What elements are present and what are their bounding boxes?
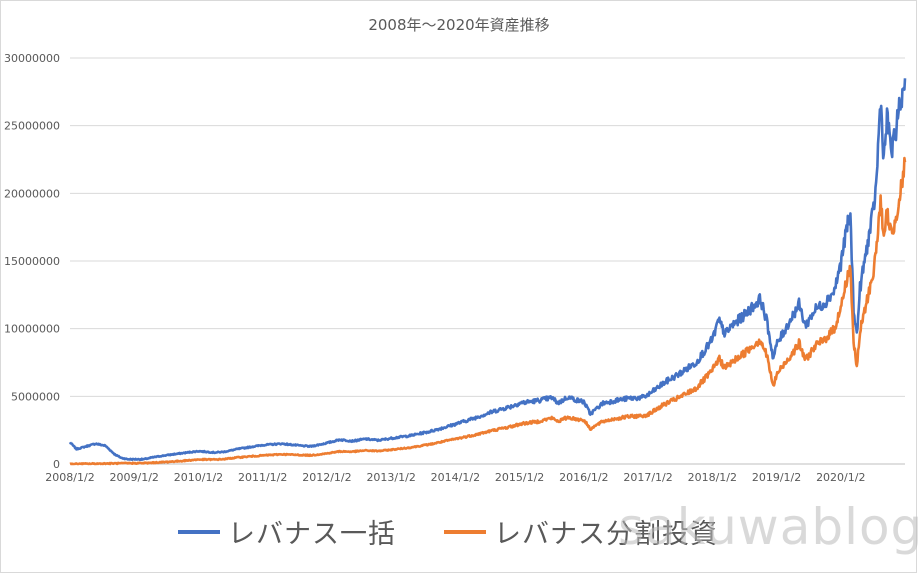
series-line-1: [68, 78, 907, 462]
y-tick-label: 0: [53, 458, 60, 471]
series-line-2: [69, 156, 907, 466]
x-tick-label: 2018/1/2: [688, 471, 737, 484]
y-tick-label: 15000000: [4, 255, 60, 268]
x-tick-label: 2013/1/2: [366, 471, 415, 484]
x-tick-label: 2020/1/2: [816, 471, 865, 484]
x-tick-label: 2008/1/2: [45, 471, 94, 484]
x-tick-label: 2017/1/2: [623, 471, 672, 484]
legend-swatch-series-1: [178, 529, 220, 534]
y-axis-tick-labels: 0 5000000 10000000 15000000 20000000 25000000…: [4, 52, 60, 471]
legend-item-series-2: レバナス分割投資: [444, 512, 718, 551]
x-tick-label: 2015/1/2: [495, 471, 544, 484]
watermark-text: sakuwablog: [618, 498, 918, 556]
chart-title: 2008年～2020年資産推移: [368, 16, 550, 34]
series-lines: [68, 78, 907, 466]
y-tick-label: 10000000: [4, 323, 60, 336]
x-tick-label: 2016/1/2: [559, 471, 608, 484]
x-tick-label: 2011/1/2: [238, 471, 287, 484]
x-tick-label: 2009/1/2: [110, 471, 159, 484]
y-tick-label: 20000000: [4, 187, 60, 200]
x-axis-tick-labels: 2008/1/2 2009/1/2 2010/1/2 2011/1/2 2012/1/2…: [45, 471, 865, 484]
y-tick-label: 30000000: [4, 52, 60, 65]
x-tick-label: 2010/1/2: [174, 471, 223, 484]
legend-swatch-series-2: [444, 529, 486, 534]
x-tick-label: 2019/1/2: [752, 471, 801, 484]
x-tick-label: 2014/1/2: [431, 471, 480, 484]
legend-label-series-2: レバナス分割投資: [494, 519, 718, 550]
gridlines: [70, 57, 905, 397]
legend-label-series-1: レバナス一括: [228, 519, 396, 550]
y-tick-label: 5000000: [11, 390, 60, 403]
legend-item-series-1: レバナス一括: [178, 512, 396, 551]
x-tick-label: 2012/1/2: [302, 471, 351, 484]
y-tick-label: 25000000: [4, 120, 60, 133]
